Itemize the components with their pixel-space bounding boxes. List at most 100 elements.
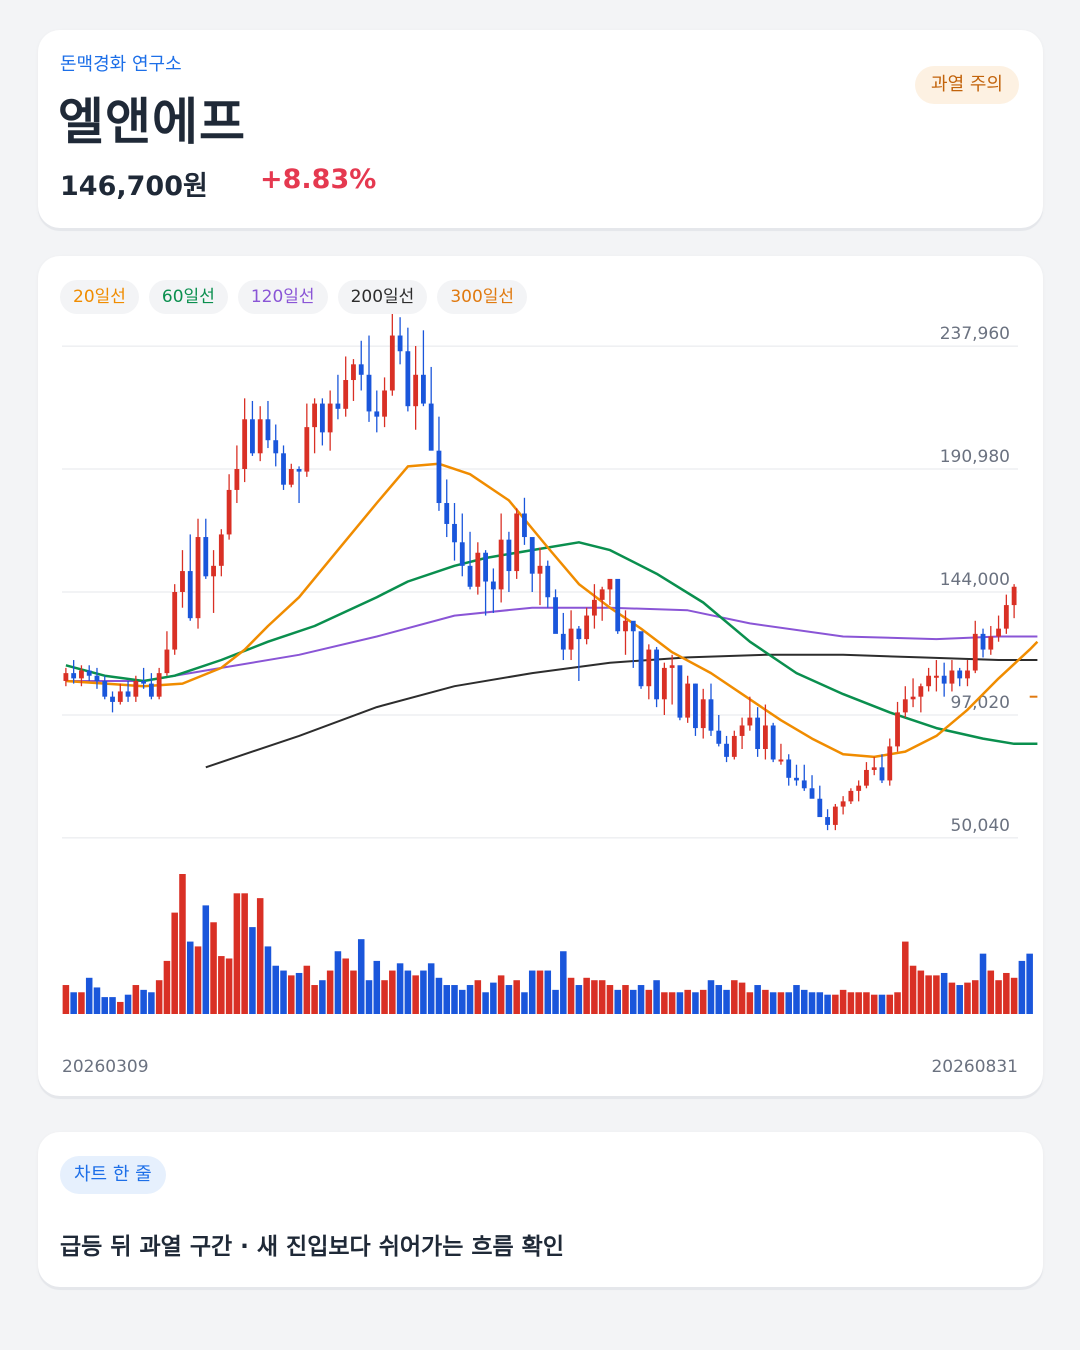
volume-bar [598, 980, 606, 1014]
candle-body [444, 503, 450, 524]
candle-body [794, 777, 799, 781]
candle-body [864, 769, 869, 786]
candle-body [638, 631, 644, 687]
summary-tag: 차트 한 줄 [60, 1156, 166, 1194]
volume-bar [1010, 977, 1018, 1014]
candle-body [996, 628, 1001, 637]
volume-bar [637, 985, 645, 1014]
candle-body [926, 675, 932, 687]
volume-bar [964, 982, 971, 1014]
candle-body [529, 537, 535, 574]
candle-body [871, 767, 877, 770]
volume-bar [995, 980, 1002, 1014]
candle-body [591, 599, 597, 616]
candle-body [226, 489, 232, 535]
volume-bar [412, 975, 419, 1014]
volume-bar [979, 953, 987, 1014]
candle-body [366, 374, 372, 412]
volume-bar [280, 970, 287, 1014]
volume-bar [606, 985, 614, 1014]
candle-body [560, 633, 566, 650]
candle-body [685, 683, 691, 718]
candle-body [661, 667, 667, 700]
volume-bar [264, 946, 272, 1014]
candle-body [832, 806, 838, 825]
volume-bar [435, 977, 443, 1014]
volume-bar [754, 985, 761, 1014]
y-tick-label: 97,020 [951, 693, 1010, 713]
volume-bar [505, 985, 513, 1014]
volume-bar [816, 992, 824, 1014]
candle-body [211, 565, 216, 577]
candle-body [265, 419, 271, 441]
volume-bar [925, 975, 932, 1014]
candle-body [965, 670, 970, 679]
candle-body [910, 696, 916, 700]
candle-body [747, 717, 753, 726]
volume-bar [699, 989, 707, 1014]
candle-body [164, 649, 170, 674]
y-tick-label: 237,960 [940, 324, 1010, 344]
candle-body [218, 534, 224, 566]
volume-bar [746, 992, 754, 1014]
volume-bar [528, 970, 536, 1014]
volume-bar [171, 912, 178, 1014]
candle-body [79, 670, 84, 679]
candle-body [172, 592, 178, 650]
volume-bar [894, 992, 901, 1014]
candle-body [693, 683, 698, 729]
candle-body [669, 665, 675, 668]
candle-body [677, 665, 683, 718]
candle-body [646, 649, 652, 687]
candle-body [452, 523, 457, 543]
candle-body [343, 380, 349, 409]
candle-body [459, 542, 465, 566]
candle-body [553, 597, 558, 634]
volume-bar [474, 980, 482, 1014]
volume-bar [692, 992, 699, 1014]
volume-bar [1018, 960, 1026, 1014]
candle-body [102, 680, 108, 697]
y-tick-label: 190,980 [940, 447, 1010, 467]
volume-bar [218, 956, 225, 1014]
volume-bar [427, 963, 435, 1014]
current-price: 146,700원 [60, 171, 208, 202]
candle-body [141, 680, 147, 684]
volume-bar [948, 982, 956, 1014]
legend-ma300[interactable]: 300일선 [437, 280, 528, 314]
candle-body [312, 403, 318, 428]
volume-bar [940, 972, 948, 1014]
candle-body [250, 419, 255, 454]
candle-body [413, 374, 419, 407]
volume-bar [342, 958, 349, 1014]
volume-bar [971, 980, 979, 1014]
overheat-badge: 과열 주의 [915, 66, 1019, 104]
volume-bar [117, 1001, 124, 1014]
volume-bar [365, 980, 373, 1014]
legend-ma200[interactable]: 200일선 [337, 280, 428, 314]
candle-body [599, 589, 605, 600]
volume-bar [987, 970, 995, 1014]
volume-bar [645, 989, 653, 1014]
volume-bar [832, 994, 839, 1014]
volume-bar [420, 970, 427, 1014]
candle-body [187, 571, 193, 619]
legend-ma60[interactable]: 60일선 [148, 280, 228, 314]
candle-body [94, 675, 100, 681]
legend-ma120[interactable]: 120일선 [237, 280, 328, 314]
candle-body [724, 743, 729, 757]
volume-bar [762, 989, 769, 1014]
legend-ma20[interactable]: 20일선 [60, 280, 139, 314]
volume-bar [800, 989, 808, 1014]
candle-body [374, 411, 380, 417]
candle-body [825, 817, 830, 825]
candle-body [148, 683, 154, 697]
candle-body [615, 578, 621, 632]
volume-bar [909, 965, 917, 1014]
volume-bar [917, 970, 925, 1014]
volume-bar [839, 989, 847, 1014]
volume-bar [769, 992, 777, 1014]
volume-bar [272, 965, 280, 1014]
candle-body [576, 628, 582, 640]
ma120-line [65, 606, 1038, 682]
